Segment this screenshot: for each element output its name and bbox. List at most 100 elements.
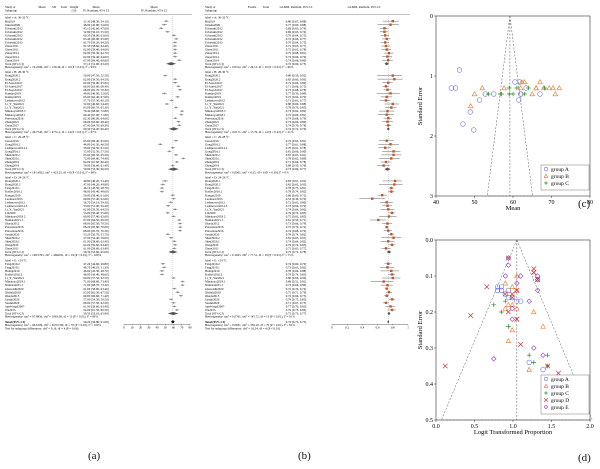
- study-estimate-square: [176, 161, 178, 163]
- data-point-group-A: [516, 97, 522, 103]
- data-point-group-C: [531, 360, 537, 365]
- study-ci-text: 0.73 [0.66, 0.79]: [286, 204, 307, 209]
- study-name: Numata2015.1: [205, 218, 224, 222]
- subgroup-total-label: Total (95% CI): [5, 167, 24, 171]
- study-ci-text: 60.50 [58.00; 63.00]: [83, 33, 108, 37]
- study-estimate-square: [387, 208, 390, 211]
- study-name: Zierer2014: [5, 55, 19, 59]
- study-name: Okada2012: [205, 222, 220, 226]
- subgroup-heterogeneity: Heterogeneity: tau² = 181.4922, chi² = 4…: [5, 170, 97, 175]
- study-ci-text: 62.30 [60.00; 64.60]: [83, 116, 108, 120]
- study-ci-text: 0.74 [0.68, 0.79]: [286, 229, 307, 234]
- legend-entry: group A: [551, 167, 569, 173]
- study-name: Li_Y_Yan2021: [205, 276, 225, 280]
- study-estimate-square: [371, 197, 374, 200]
- study-estimate-square: [173, 247, 176, 250]
- subgroup-total-ci: 59.30 [53.60; 65.00]: [83, 250, 108, 254]
- data-point-group-A: [509, 294, 515, 301]
- x-tick-label: 0.6: [376, 325, 380, 329]
- study-name: Zierer2017: [205, 123, 219, 127]
- subgroup-total-label: Total (95% CI): [5, 62, 24, 66]
- study-estimate-square: [170, 298, 172, 301]
- x-tick-label: 10: [131, 325, 135, 329]
- subgroup-label: label = A: 30-32 °C: [5, 16, 29, 20]
- data-point-group-B: [556, 85, 563, 91]
- study-name: Dong2020.2: [205, 77, 221, 81]
- study-estimate-square: [159, 143, 162, 146]
- study-name: Leshnower2014.2: [5, 146, 28, 150]
- study-name: Sasaki2020: [5, 301, 20, 305]
- study-ci-text: 0.74 [0.66, 0.80]: [286, 81, 307, 86]
- study-ci-text: 61.00 [58.60; 63.40]: [83, 287, 108, 291]
- data-point-group-A: [494, 287, 501, 294]
- data-point-group-C: [491, 302, 497, 308]
- study-estimate-square: [173, 45, 176, 47]
- column-header: SD: [52, 5, 57, 9]
- study-estimate-square: [386, 120, 389, 123]
- study-estimate-square: [174, 41, 176, 44]
- subgroup-total-ci: 60.30 [54.20; 66.40]: [83, 127, 108, 131]
- data-point-group-B: [517, 85, 524, 91]
- study-ci-text: 0.72 [0.60, 0.81]: [286, 113, 307, 118]
- study-estimate-square: [161, 270, 163, 272]
- x-tick-label: 20: [139, 325, 143, 329]
- study-name: Li_Y_Yan2021: [205, 106, 225, 110]
- y-tick-label: 2: [430, 134, 433, 140]
- study-ci-text: 0.73 [0.63, 0.82]: [286, 265, 307, 270]
- study-name: Gong2016.1: [5, 149, 21, 153]
- study-name: Minatoya2018.1: [205, 280, 226, 284]
- study-name: Huang2010: [205, 269, 220, 273]
- study-ci-text: 67.00 [64.70; 69.30]: [83, 123, 108, 127]
- study-ci-text: 0.75 [0.62, 0.85]: [286, 215, 307, 220]
- study-ci-text: 0.71 [0.65, 0.77]: [286, 247, 307, 252]
- study-estimate-square: [180, 294, 182, 297]
- study-name: Minatoya2018.1: [5, 280, 26, 284]
- study-ci-text: 65.00 [62.50; 67.50]: [83, 290, 108, 294]
- study-estimate-square: [387, 51, 391, 55]
- legend-box: [540, 374, 590, 415]
- study-name: Shen2020.2: [5, 236, 20, 240]
- data-point-group-D: [531, 266, 537, 272]
- study-name: Preventza2016: [205, 229, 224, 233]
- study-name: Dong2020.1: [5, 179, 21, 183]
- data-point-group-E: [531, 345, 537, 351]
- subgroup-total-ci: 0.75 [0.73, 0.77]: [286, 312, 307, 317]
- data-point-group-B: [501, 85, 507, 91]
- study-name: El-Sayed2017: [5, 84, 23, 88]
- study-name: Ghoreishi2020: [5, 287, 24, 291]
- subgroup-diamond: [167, 311, 179, 316]
- study-ci-text: 0.70 [0.64, 0.75]: [286, 41, 307, 46]
- study-estimate-square: [384, 146, 387, 149]
- study-name: Preventza2016: [5, 225, 24, 229]
- study-name: Zhang2019: [205, 164, 220, 168]
- study-ci-text: 0.70 [0.64, 0.75]: [286, 33, 307, 38]
- study-estimate-square: [384, 247, 388, 250]
- study-name: Zierer2011: [5, 247, 19, 251]
- subgroup-diamond: [166, 62, 177, 66]
- study-name: Wang2020: [5, 243, 19, 247]
- study-name: Urbanski2012: [205, 37, 223, 41]
- data-point-group-B: [546, 85, 552, 91]
- subgroup-difference-test: Test for subgroup differences: chi² = 9.…: [5, 327, 78, 332]
- data-point-group-B: [552, 91, 559, 97]
- column-header: GLMM, Random, 95% CI: [348, 5, 381, 10]
- data-point-group-C: [526, 85, 531, 91]
- study-estimate-square: [179, 229, 181, 232]
- subgroup-total-ci: 0.72 [0.69, 0.75]: [286, 62, 307, 67]
- study-estimate-square: [179, 226, 182, 228]
- study-ci-text: 60.00 [57.50; 62.50]: [83, 276, 108, 280]
- study-ci-text: 49.00 [46.00; 52.00]: [83, 91, 108, 95]
- study-estimate-square: [175, 139, 177, 142]
- data-point-group-A: [505, 294, 511, 301]
- legend-box: [540, 164, 590, 191]
- y-tick-label: 0.1: [426, 274, 434, 280]
- study-estimate-square: [391, 276, 394, 280]
- study-estimate-square: [174, 52, 176, 54]
- study-ci-text: 0.80 [0.66, 0.90]: [286, 276, 307, 281]
- study-estimate-square: [385, 113, 388, 116]
- study-name: Zierer2014: [5, 58, 19, 62]
- x-tick-label: 0.5: [471, 424, 479, 430]
- legend-marker: [543, 376, 549, 382]
